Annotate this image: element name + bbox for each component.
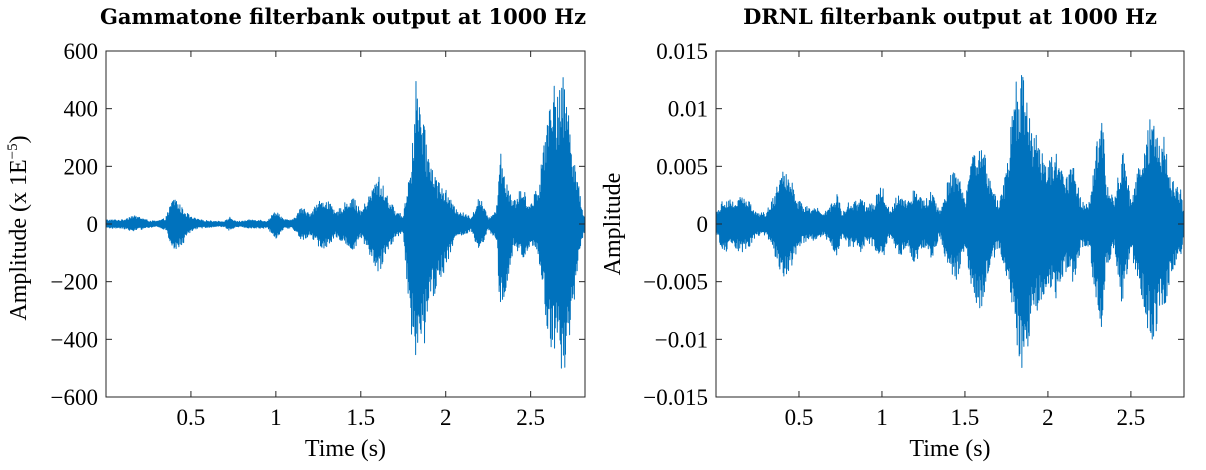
- x-tick-label: 1: [876, 405, 888, 430]
- y-tick-label: −600: [51, 385, 98, 410]
- y-tick-label: −200: [51, 270, 98, 295]
- y-tick-label: 0: [87, 212, 99, 237]
- y-tick-label: −0.015: [643, 385, 708, 410]
- y-tick-label: −0.01: [655, 327, 708, 352]
- x-tick-label: 2: [440, 405, 452, 430]
- y-tick-label: 600: [64, 39, 99, 64]
- x-tick-label: 1.5: [346, 405, 375, 430]
- x-axis-label: Time (s): [305, 436, 386, 462]
- y-tick-label: −400: [51, 327, 98, 352]
- gammatone-chart: 0.5 1 1.5 2 2.5 600 400 200 0 −200 −400 −600 Gammato…: [5, 4, 586, 462]
- waveform-series: [105, 77, 586, 369]
- y-tick-label: 0.015: [656, 39, 708, 64]
- chart-title: DRNL filterbank output at 1000 Hz: [743, 4, 1157, 29]
- x-tick-label: 0.5: [785, 405, 814, 430]
- x-tick-label: 1.5: [951, 405, 980, 430]
- x-tick-label: 2.5: [516, 405, 545, 430]
- x-tick-label: 2: [1042, 405, 1054, 430]
- waveform-series: [715, 74, 1185, 369]
- x-tick-label: 1: [270, 405, 282, 430]
- chart-title: Gammatone filterbank output at 1000 Hz: [100, 4, 586, 29]
- y-axis-label: Amplitude (x 1E−5): [5, 135, 32, 320]
- y-tick-label: 0: [697, 212, 709, 237]
- y-tick-label: 200: [64, 154, 99, 179]
- x-tick-label: 2.5: [1117, 405, 1146, 430]
- x-axis-label: Time (s): [909, 436, 990, 462]
- y-tick-label: 0.005: [656, 154, 708, 179]
- x-tick-label: 0.5: [177, 405, 206, 430]
- y-tick-label: 400: [64, 97, 99, 122]
- y-axis-label: Amplitude: [600, 173, 626, 276]
- y-tick-label: −0.005: [643, 270, 708, 295]
- drnl-chart: 0.5 1 1.5 2 2.5 0.015 0.01 0.005 0 −0.005 −0.01 −0.…: [600, 4, 1185, 462]
- y-tick-label: 0.01: [668, 97, 708, 122]
